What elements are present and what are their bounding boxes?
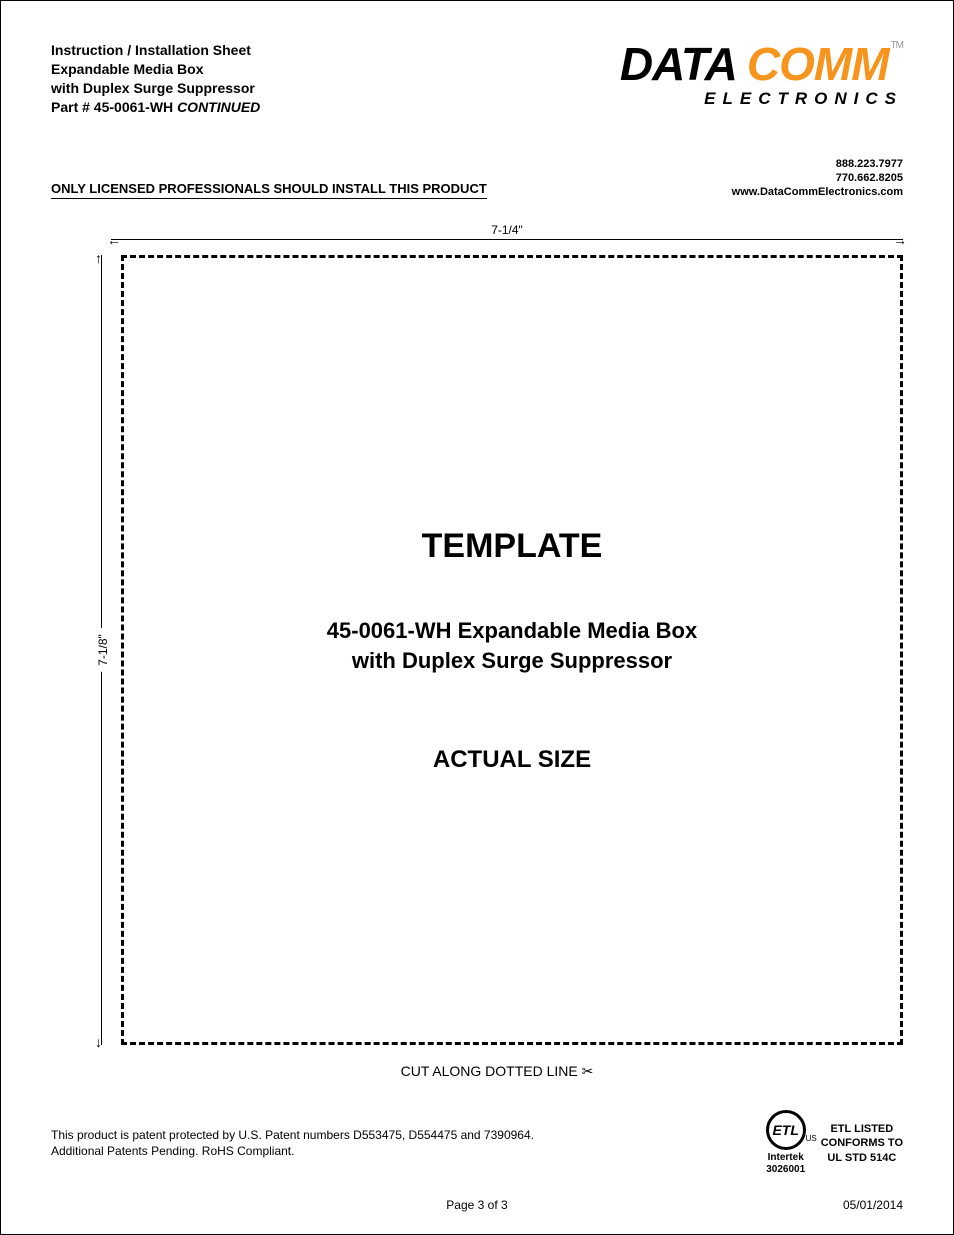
- page-date: 05/01/2014: [803, 1198, 903, 1212]
- intertek-label: Intertek: [766, 1152, 806, 1164]
- width-label: 7-1/4": [485, 223, 529, 237]
- continued-label: CONTINUED: [177, 99, 260, 115]
- cut-instruction: CUT ALONG DOTTED LINE ✂: [91, 1063, 903, 1080]
- company-logo: DATA COMMTM ELECTRONICS: [620, 41, 903, 109]
- etl-letters: ETL: [772, 1122, 798, 1139]
- page-number: Page 3 of 3: [151, 1198, 803, 1212]
- patent-line-2: Additional Patents Pending. RoHS Complia…: [51, 1143, 534, 1160]
- page-container: Instruction / Installation Sheet Expanda…: [0, 0, 954, 1235]
- actual-size-label: ACTUAL SIZE: [433, 746, 591, 774]
- contact-block: 888.223.7977 770.662.8205 www.DataCommEl…: [732, 157, 903, 200]
- certification-block: ETL US Intertek 3026001 ETL LISTED CONFO…: [766, 1110, 903, 1176]
- patent-line-1: This product is patent protected by U.S.…: [51, 1127, 534, 1144]
- template-title: TEMPLATE: [422, 527, 603, 566]
- cert-text-block: ETL LISTED CONFORMS TO UL STD 514C: [821, 1122, 903, 1165]
- subheader-row: ONLY LICENSED PROFESSIONALS SHOULD INSTA…: [51, 157, 903, 200]
- trademark-icon: TM: [891, 40, 903, 51]
- website: www.DataCommElectronics.com: [732, 185, 903, 199]
- cert-text-1: ETL LISTED: [821, 1122, 903, 1136]
- logo-main-text: DATA COMMTM: [620, 41, 903, 87]
- warning-text: ONLY LICENSED PROFESSIONALS SHOULD INSTA…: [51, 181, 487, 199]
- template-product-name: 45-0061-WH Expandable Media Box with Dup…: [327, 616, 697, 675]
- arrow-left-icon: ←: [107, 233, 121, 247]
- arrow-down-icon: ↓: [95, 1035, 102, 1049]
- horizontal-dimension: ← 7-1/4" →: [111, 229, 903, 249]
- cutout-box: TEMPLATE 45-0061-WH Expandable Media Box…: [121, 255, 903, 1045]
- logo-subtitle: ELECTRONICS: [620, 89, 903, 109]
- cert-number: 3026001: [766, 1164, 806, 1176]
- footer-info-row: This product is patent protected by U.S.…: [51, 1110, 903, 1176]
- header-line-1: Instruction / Installation Sheet: [51, 41, 260, 60]
- etl-us-label: US: [806, 1134, 817, 1144]
- logo-word-comm: COMM: [747, 38, 889, 90]
- footer-spacer: [51, 1198, 151, 1212]
- product-line-2: with Duplex Surge Suppressor: [327, 646, 697, 676]
- header-line-4: Part # 45-0061-WH CONTINUED: [51, 98, 260, 117]
- diagram-body: ↑ 7-1/8" ↓ TEMPLATE 45-0061-WH Expandabl…: [91, 255, 903, 1045]
- etl-circle-icon: ETL US: [766, 1110, 806, 1150]
- vertical-dimension: ↑ 7-1/8" ↓: [91, 255, 111, 1045]
- template-diagram: ← 7-1/4" → ↑ 7-1/8" ↓ TEMPLATE 45-0061-W…: [91, 229, 903, 1045]
- header-title-block: Instruction / Installation Sheet Expanda…: [51, 41, 260, 117]
- header-line-2: Expandable Media Box: [51, 60, 260, 79]
- cert-text-2: CONFORMS TO: [821, 1136, 903, 1150]
- phone-2: 770.662.8205: [732, 171, 903, 185]
- product-line-1: 45-0061-WH Expandable Media Box: [327, 616, 697, 646]
- etl-badge: ETL US Intertek 3026001: [766, 1110, 806, 1176]
- cert-text-3: UL STD 514C: [821, 1151, 903, 1165]
- part-number-prefix: Part # 45-0061-WH: [51, 99, 177, 115]
- patent-notice: This product is patent protected by U.S.…: [51, 1127, 534, 1161]
- phone-1: 888.223.7977: [732, 157, 903, 171]
- logo-word-data: DATA: [620, 38, 735, 90]
- header-line-3: with Duplex Surge Suppressor: [51, 79, 260, 98]
- height-label: 7-1/8": [96, 629, 110, 673]
- header-row: Instruction / Installation Sheet Expanda…: [51, 41, 903, 117]
- arrow-right-icon: →: [893, 233, 907, 247]
- page-footer: Page 3 of 3 05/01/2014: [51, 1198, 903, 1212]
- h-dim-line: [111, 239, 903, 240]
